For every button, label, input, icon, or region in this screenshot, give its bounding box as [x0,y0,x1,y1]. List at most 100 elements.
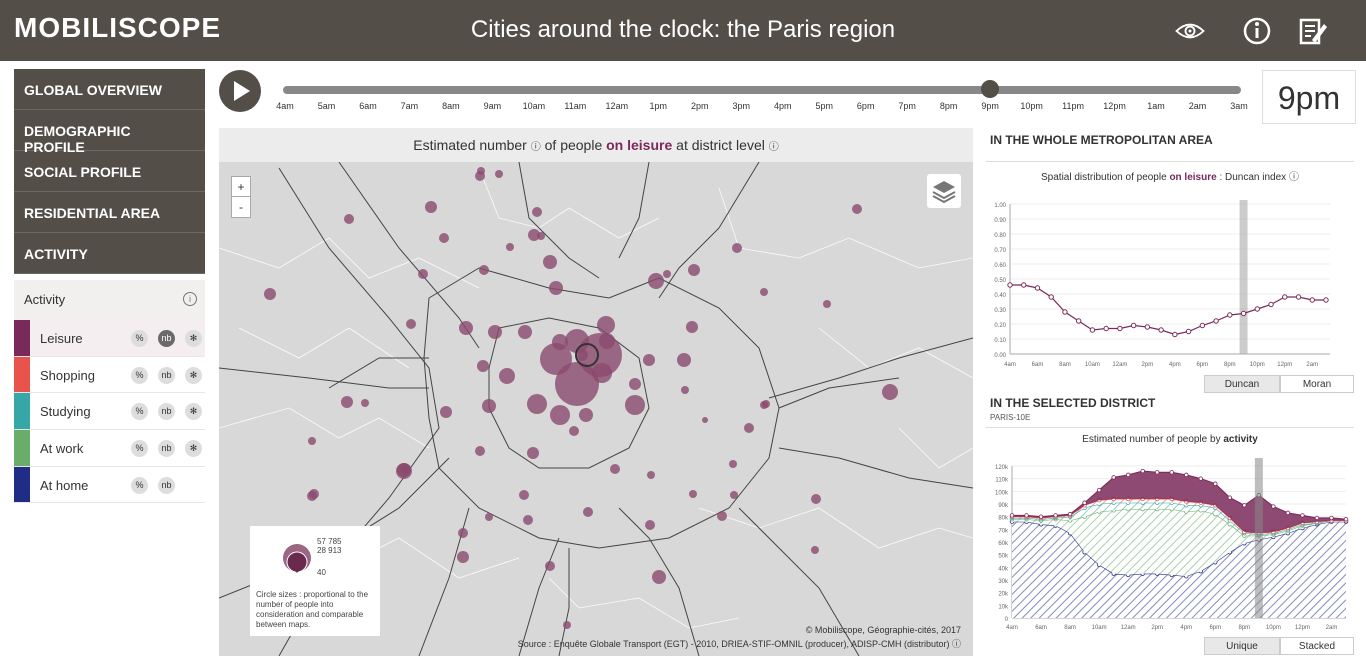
sidebar-item-activity[interactable]: ACTIVITY [14,233,205,274]
data-point[interactable] [1034,285,1041,291]
district-bubble[interactable] [495,170,503,178]
time-tick-label[interactable]: 8pm [939,101,958,111]
time-slider-track[interactable] [283,86,1241,94]
district-bubble[interactable] [341,396,353,408]
district-bubble[interactable] [440,406,452,418]
district-bubble[interactable] [579,408,593,422]
time-tick-label[interactable]: 9am [483,101,502,111]
district-bubble[interactable] [532,207,542,217]
percent-toggle[interactable]: % [131,330,148,347]
district-bubble[interactable] [663,270,671,278]
sidebar-item-residential-area[interactable]: RESIDENTIAL AREA [14,192,205,233]
time-tick-label[interactable]: 1pm [649,101,668,111]
info-icon[interactable]: i [183,292,197,306]
activity-item[interactable]: At work% nb ✻ [14,430,205,467]
district-bubble[interactable] [730,491,738,499]
district-bubble[interactable] [882,384,898,400]
data-point[interactable] [1268,301,1274,308]
data-point[interactable] [1140,468,1145,474]
district-bubble[interactable] [555,362,599,406]
data-point[interactable] [1343,516,1349,522]
district-bubble[interactable] [592,363,612,383]
zoom-in-button[interactable]: + [232,177,250,197]
district-bubble[interactable] [397,463,411,477]
district-bubble[interactable] [264,288,276,300]
edit-icon[interactable] [1298,16,1328,46]
time-tick-label[interactable]: 6pm [856,101,875,111]
data-point[interactable] [1125,472,1131,478]
data-point[interactable] [1144,324,1151,330]
percent-toggle[interactable]: % [131,403,148,421]
data-point[interactable] [1285,510,1291,516]
info-icon[interactable] [1242,16,1272,46]
district-bubble[interactable] [569,426,579,436]
data-point[interactable] [1271,504,1276,509]
percent-toggle[interactable]: % [131,440,148,458]
time-tick-label[interactable]: 5pm [815,101,833,111]
time-tick-label[interactable]: 10pm [1020,101,1043,111]
eye-icon[interactable] [1175,16,1205,46]
district-bubble[interactable] [648,273,664,289]
data-point[interactable] [1309,297,1315,303]
segregation-toggle[interactable]: ✻ [185,403,202,421]
district-bubble[interactable] [686,321,698,333]
data-point[interactable] [1199,322,1206,329]
district-bubble[interactable] [459,321,473,335]
data-point[interactable] [1184,472,1189,478]
data-point[interactable] [1282,294,1288,300]
data-point[interactable] [1103,325,1109,332]
district-bubble[interactable] [545,561,555,571]
district-bubble[interactable] [439,233,449,243]
district-bubble[interactable] [309,489,319,499]
district-bubble[interactable] [477,360,489,372]
district-bubble[interactable] [852,204,862,214]
number-toggle[interactable]: nb [158,403,175,421]
sidebar-item-demographic-profile[interactable]: DEMOGRAPHIC PROFILE [14,110,205,155]
tab-unique[interactable]: Unique [1204,637,1280,655]
district-bubble[interactable] [425,201,437,213]
data-point[interactable] [1169,470,1174,475]
area-series-at-work[interactable] [1012,509,1346,577]
district-bubble[interactable] [482,399,496,413]
segregation-toggle[interactable]: ✻ [185,330,202,347]
number-toggle[interactable]: nb [158,330,175,347]
district-bubble[interactable] [811,494,821,504]
data-point[interactable] [1009,513,1015,518]
district-bubble[interactable] [308,437,316,445]
district-bubble[interactable] [576,349,588,361]
district-bubble[interactable] [677,353,691,367]
district-map[interactable] [219,128,973,656]
data-point[interactable] [1021,282,1027,288]
segregation-toggle[interactable]: ✻ [185,366,202,384]
data-point[interactable] [1007,282,1013,288]
data-point[interactable] [1024,513,1029,518]
data-point[interactable] [1213,481,1218,486]
district-bubble[interactable] [552,334,568,350]
data-point[interactable] [1111,475,1116,480]
number-toggle[interactable]: nb [158,440,175,458]
district-bubble[interactable] [543,255,557,269]
time-tick-label[interactable]: 2am [1188,101,1207,111]
district-bubble[interactable] [643,354,655,366]
area-series-studying[interactable] [1012,502,1346,536]
selected-district-marker[interactable] [575,343,599,367]
data-point[interactable] [1130,322,1137,329]
district-bubble[interactable] [485,513,493,521]
data-point[interactable] [1198,476,1203,481]
data-point[interactable] [1038,514,1044,519]
data-point[interactable] [1067,511,1073,517]
activity-item[interactable]: At home% nb [14,466,205,504]
district-bubble[interactable] [479,265,489,275]
activity-item[interactable]: Studying% nb ✻ [14,393,205,431]
district-bubble[interactable] [458,528,468,538]
district-bubble[interactable] [528,229,540,241]
data-point[interactable] [1240,310,1247,317]
data-point[interactable] [1172,331,1178,338]
district-bubble[interactable] [583,507,593,517]
time-tick-label[interactable]: 9pm [981,101,999,111]
district-bubble[interactable] [499,368,515,384]
time-tick-label[interactable]: 4pm [773,101,792,111]
time-tick-label[interactable]: 11am [564,101,587,111]
data-point[interactable] [1329,515,1334,521]
district-bubble[interactable] [549,281,563,295]
